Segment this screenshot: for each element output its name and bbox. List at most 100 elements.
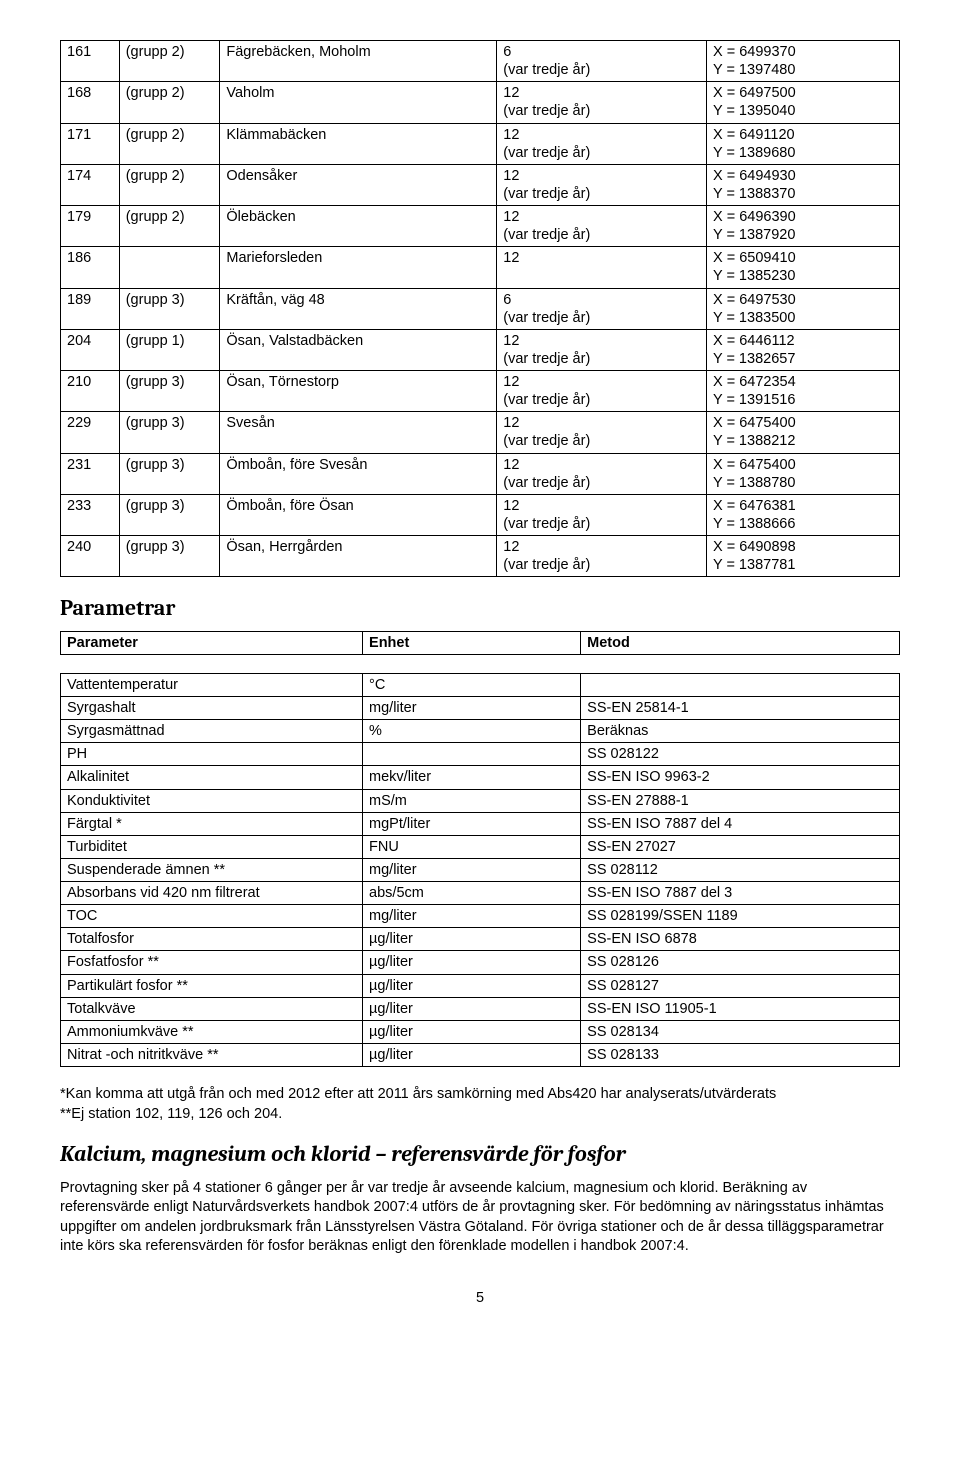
header-parameter: Parameter [61, 631, 363, 654]
cell: SS 028112 [581, 858, 900, 881]
cell: (grupp 2) [119, 123, 220, 164]
cell: (grupp 3) [119, 453, 220, 494]
cell: Syrgasmättnad [61, 720, 363, 743]
cell: Fägrebäcken, Moholm [220, 41, 497, 82]
cell: 12 (var tredje år) [497, 536, 707, 577]
cell: Vaholm [220, 82, 497, 123]
cell: mg/liter [363, 905, 581, 928]
table-row: 210(grupp 3)Ösan, Törnestorp12 (var tred… [61, 371, 900, 412]
cell: Klämmabäcken [220, 123, 497, 164]
cell: 6 (var tredje år) [497, 41, 707, 82]
table-row: 168(grupp 2)Vaholm12 (var tredje år)X = … [61, 82, 900, 123]
table-row: Fosfatfosfor **µg/literSS 028126 [61, 951, 900, 974]
cell [363, 743, 581, 766]
cell: abs/5cm [363, 882, 581, 905]
cell: X = 6494930 Y = 1388370 [707, 164, 900, 205]
cell: X = 6475400 Y = 1388212 [707, 412, 900, 453]
cell: (grupp 3) [119, 536, 220, 577]
cell: SS 028133 [581, 1043, 900, 1066]
cell: 179 [61, 206, 120, 247]
cell: Odensåker [220, 164, 497, 205]
cell: Suspenderade ämnen ** [61, 858, 363, 881]
table-row: 240(grupp 3)Ösan, Herrgården12 (var tred… [61, 536, 900, 577]
cell: FNU [363, 835, 581, 858]
cell: mg/liter [363, 697, 581, 720]
footnote-2: **Ej station 102, 119, 126 och 204. [60, 1105, 900, 1123]
cell: Marieforsleden [220, 247, 497, 288]
table-row: Parameter Enhet Metod [61, 631, 900, 654]
cell: X = 6497530 Y = 1383500 [707, 288, 900, 329]
cell: X = 6476381 Y = 1388666 [707, 494, 900, 535]
cell: 12 (var tredje år) [497, 206, 707, 247]
table-row: Ammoniumkväve **µg/literSS 028134 [61, 1020, 900, 1043]
cell: SS-EN ISO 9963-2 [581, 766, 900, 789]
cell: 12 (var tredje år) [497, 453, 707, 494]
table-row: Absorbans vid 420 nm filtreratabs/5cmSS-… [61, 882, 900, 905]
cell: X = 6509410 Y = 1385230 [707, 247, 900, 288]
cell: X = 6496390 Y = 1387920 [707, 206, 900, 247]
table-row: 231(grupp 3)Ömboån, före Svesån12 (var t… [61, 453, 900, 494]
table-row: Syrgasmättnad%Beräknas [61, 720, 900, 743]
table-row: 189(grupp 3)Kräftån, väg 486 (var tredje… [61, 288, 900, 329]
cell: Ammoniumkväve ** [61, 1020, 363, 1043]
cell: 204 [61, 329, 120, 370]
table-row: 179(grupp 2)Ölebäcken12 (var tredje år)X… [61, 206, 900, 247]
cell: SS-EN ISO 7887 del 3 [581, 882, 900, 905]
cell: µg/liter [363, 1043, 581, 1066]
table-row: KonduktivitetmS/mSS-EN 27888-1 [61, 789, 900, 812]
table-row: TOCmg/literSS 028199/SSEN 1189 [61, 905, 900, 928]
table-row: Suspenderade ämnen **mg/literSS 028112 [61, 858, 900, 881]
footnote-1: *Kan komma att utgå från och med 2012 ef… [60, 1085, 900, 1103]
cell: Partikulärt fosfor ** [61, 974, 363, 997]
cell: 189 [61, 288, 120, 329]
cell: Fosfatfosfor ** [61, 951, 363, 974]
cell: SS 028126 [581, 951, 900, 974]
heading-kalcium: Kalcium, magnesium och klorid – referens… [60, 1141, 900, 1169]
table-row: 186 Marieforsleden12X = 6509410 Y = 13852… [61, 247, 900, 288]
cell: 12 (var tredje år) [497, 412, 707, 453]
cell: Beräknas [581, 720, 900, 743]
cell: Turbiditet [61, 835, 363, 858]
table-row: 171(grupp 2)Klämmabäcken12 (var tredje å… [61, 123, 900, 164]
cell: 6 (var tredje år) [497, 288, 707, 329]
cell: 12 (var tredje år) [497, 494, 707, 535]
cell: SS-EN ISO 6878 [581, 928, 900, 951]
cell: X = 6497500 Y = 1395040 [707, 82, 900, 123]
cell: µg/liter [363, 928, 581, 951]
cell: µg/liter [363, 997, 581, 1020]
cell: Konduktivitet [61, 789, 363, 812]
cell: (grupp 2) [119, 164, 220, 205]
cell: SS 028122 [581, 743, 900, 766]
table-row: 229(grupp 3)Svesån12 (var tredje år)X = … [61, 412, 900, 453]
cell: Ölebäcken [220, 206, 497, 247]
cell: PH [61, 743, 363, 766]
cell: SS-EN 27027 [581, 835, 900, 858]
cell: (grupp 1) [119, 329, 220, 370]
cell [119, 247, 220, 288]
cell: 12 (var tredje år) [497, 329, 707, 370]
cell: (grupp 3) [119, 371, 220, 412]
cell: Ösan, Herrgården [220, 536, 497, 577]
cell: Alkalinitet [61, 766, 363, 789]
cell: 186 [61, 247, 120, 288]
cell: X = 6446112 Y = 1382657 [707, 329, 900, 370]
cell: X = 6499370 Y = 1397480 [707, 41, 900, 82]
cell: % [363, 720, 581, 743]
param-table: Vattentemperatur°CSyrgashaltmg/literSS-E… [60, 673, 900, 1067]
cell: 12 [497, 247, 707, 288]
cell: SS-EN ISO 11905-1 [581, 997, 900, 1020]
cell: SS 028134 [581, 1020, 900, 1043]
cell: (grupp 2) [119, 41, 220, 82]
header-metod: Metod [581, 631, 900, 654]
cell: Kräftån, väg 48 [220, 288, 497, 329]
cell: mgPt/liter [363, 812, 581, 835]
cell: Totalfosfor [61, 928, 363, 951]
cell: 168 [61, 82, 120, 123]
stations-table: 161(grupp 2)Fägrebäcken, Moholm6 (var tr… [60, 40, 900, 577]
cell: (grupp 3) [119, 288, 220, 329]
cell: Nitrat -och nitritkväve ** [61, 1043, 363, 1066]
table-row: PH SS 028122 [61, 743, 900, 766]
cell: Syrgashalt [61, 697, 363, 720]
cell: (grupp 3) [119, 494, 220, 535]
table-row: 161(grupp 2)Fägrebäcken, Moholm6 (var tr… [61, 41, 900, 82]
